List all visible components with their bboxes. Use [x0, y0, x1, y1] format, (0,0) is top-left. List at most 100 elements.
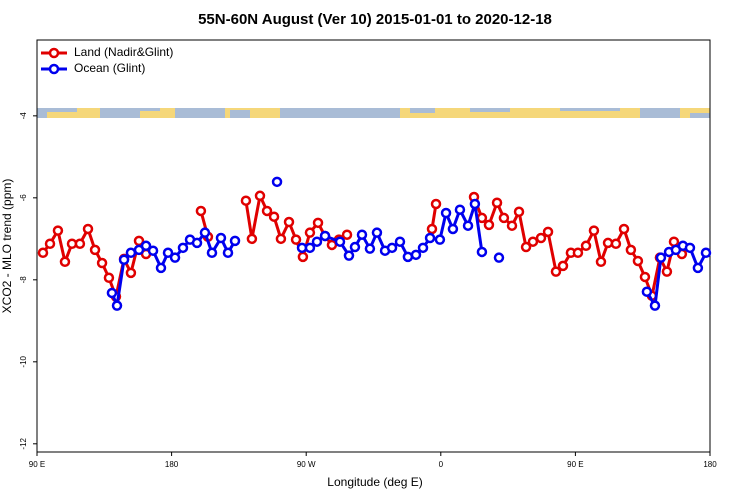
data-point: [222, 247, 234, 259]
data-point: [498, 212, 510, 224]
data-point: [520, 241, 532, 253]
data-point: [700, 247, 712, 259]
data-point: [118, 254, 130, 265]
x-tick-label: 90 W: [297, 460, 316, 469]
y-axis-label: XCO2 - MLO trend (ppm): [0, 179, 14, 314]
data-point: [304, 227, 316, 238]
x-tick-label: 180: [165, 460, 179, 469]
data-point: [513, 206, 525, 218]
data-point: [684, 242, 696, 254]
data-point: [140, 240, 152, 252]
data-point: [618, 223, 630, 235]
data-point: [476, 246, 488, 258]
plot-frame: [36, 39, 711, 453]
data-point: [572, 247, 584, 259]
data-point: [483, 219, 495, 231]
data-point: [177, 242, 189, 254]
x-axis-label: Longitude (deg E): [327, 475, 422, 489]
data-point: [454, 204, 466, 215]
data-point: [625, 244, 637, 256]
data-point: [356, 229, 368, 240]
map-ocean: [37, 108, 710, 118]
data-point: [632, 255, 644, 267]
data-point: [283, 216, 295, 228]
data-point: [246, 233, 258, 245]
legend: Land (Nadir&Glint) Ocean (Glint): [41, 45, 173, 75]
data-point: [542, 226, 554, 238]
data-point: [493, 252, 505, 263]
data-point: [364, 243, 376, 254]
data-point: [371, 227, 383, 238]
data-point: [462, 220, 474, 231]
data-point: [447, 223, 459, 235]
legend-label: Ocean (Glint): [74, 61, 145, 75]
data-point: [125, 267, 137, 279]
data-point: [215, 232, 227, 244]
legend-label: Land (Nadir&Glint): [74, 45, 173, 59]
data-point: [111, 300, 123, 311]
data-point: [588, 225, 600, 236]
data-point: [162, 247, 174, 259]
data-point: [491, 197, 503, 209]
data-point: [580, 240, 592, 252]
data-point: [349, 241, 361, 253]
data-point: [311, 236, 323, 247]
data-point: [469, 198, 481, 210]
x-tick-label: 0: [439, 460, 444, 469]
data-point: [155, 262, 167, 274]
data-point: [341, 229, 353, 240]
data-point: [655, 252, 667, 263]
data-point: [334, 236, 346, 247]
data-point: [426, 223, 438, 235]
y-tick-label: -8: [19, 276, 28, 284]
x-tick-label: 180: [703, 460, 717, 469]
data-point: [527, 236, 539, 247]
data-point: [254, 190, 266, 202]
data-point: [96, 257, 108, 269]
y-tick-label: -12: [19, 437, 28, 449]
data-point: [668, 236, 680, 247]
data-point: [319, 230, 331, 242]
data-point: [147, 245, 159, 256]
data-point: [312, 217, 324, 229]
chart-title: 55N-60N August (Ver 10) 2015-01-01 to 20…: [198, 11, 552, 28]
data-point: [641, 286, 653, 297]
data-point: [440, 207, 452, 219]
data-point: [275, 233, 287, 245]
data-point: [74, 238, 86, 249]
data-point: [103, 272, 115, 284]
data-point: [59, 256, 71, 268]
data-point: [692, 262, 704, 274]
legend-marker: [48, 63, 60, 75]
data-point: [304, 242, 316, 254]
data-point: [125, 247, 137, 259]
data-point: [506, 220, 518, 231]
data-point: [424, 232, 436, 244]
data-point: [394, 236, 406, 247]
data-point: [550, 266, 562, 277]
data-point: [402, 251, 414, 263]
x-tick-label: 90 E: [29, 460, 45, 469]
data-point: [417, 242, 429, 254]
data-point: [169, 252, 181, 263]
data-point: [191, 237, 203, 249]
y-tick-label: -6: [19, 194, 28, 202]
data-point: [206, 247, 218, 259]
data-point: [610, 238, 622, 249]
legend-marker: [48, 47, 60, 59]
data-point: [199, 227, 211, 238]
data-point: [271, 176, 283, 188]
data-point: [290, 234, 302, 245]
data-point: [52, 225, 64, 236]
data-point: [82, 223, 94, 235]
data-point: [386, 242, 398, 254]
data-point: [649, 300, 661, 311]
y-tick-label: -4: [19, 112, 28, 120]
data-point: [430, 198, 442, 210]
data-point: [661, 266, 673, 277]
data-point: [240, 195, 252, 206]
data-point: [343, 250, 355, 261]
data-point: [106, 287, 118, 299]
